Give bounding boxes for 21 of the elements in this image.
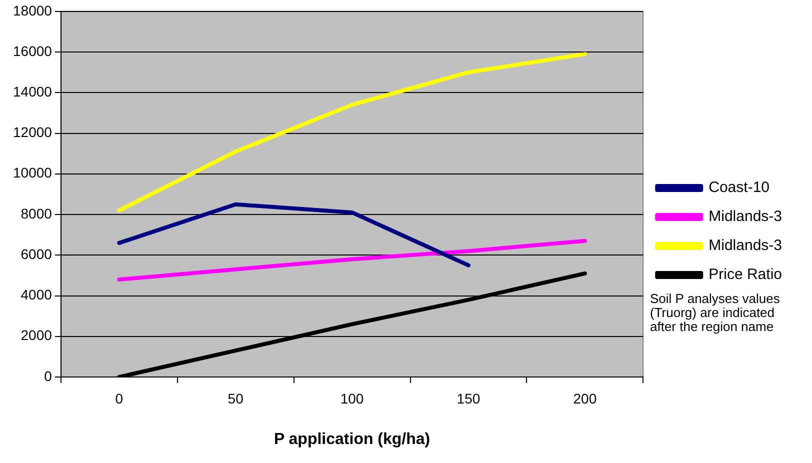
x-tick-label: 50 (228, 390, 244, 406)
legend-label: Midlands-3 (708, 208, 782, 226)
x-tick-label: 100 (340, 390, 364, 406)
legend-label: Midlands-3 (708, 237, 782, 254)
y-tick-label: 0 (44, 368, 52, 384)
y-tick-label: 2000 (20, 327, 52, 344)
y-tick-label: 8000 (20, 205, 52, 222)
legend-label: Price Ratio (708, 266, 782, 284)
x-tick-label: 0 (115, 390, 124, 406)
y-tick-label: 6000 (20, 246, 52, 262)
y-tick-label: 14000 (12, 84, 52, 100)
legend-label: Coast-10 (708, 179, 770, 196)
y-tick-label: 18000 (12, 2, 52, 18)
x-axis-title: P application (kg/ha) (274, 430, 430, 448)
x-tick-label: 150 (456, 390, 480, 406)
text: Soil P analyses values (Truorg) are indicated after the region name (650, 291, 781, 334)
y-tick-label: 10000 (12, 164, 52, 181)
y-tick-label: 4000 (20, 286, 52, 303)
x-tick-label: 200 (573, 390, 597, 406)
y-tick-label: 12000 (12, 124, 52, 140)
y-tick-label: 16000 (12, 42, 52, 59)
